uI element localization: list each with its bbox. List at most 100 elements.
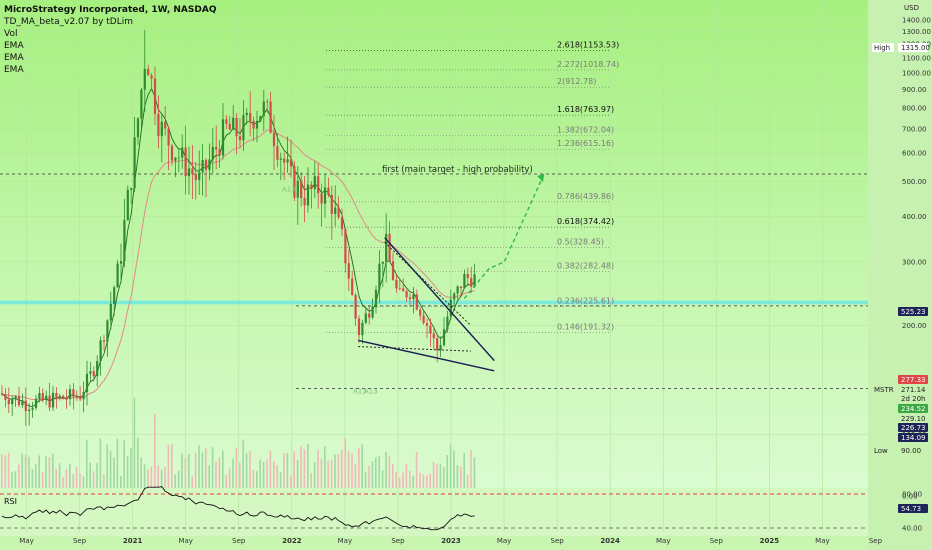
volume-bar xyxy=(126,456,129,488)
volume-bar xyxy=(24,454,27,488)
indicator-td-ma[interactable]: TD_MA_beta_v2.07 by tDLim xyxy=(4,17,134,27)
volume-bar xyxy=(69,463,71,488)
price-tag-box xyxy=(898,375,928,384)
rsi-pane xyxy=(0,486,868,531)
candle-body xyxy=(0,393,4,395)
candle-body xyxy=(198,172,201,181)
candle-body xyxy=(143,68,146,90)
price-tag-label: MSTR xyxy=(874,386,894,394)
volume-bar xyxy=(177,470,180,488)
candle-body xyxy=(381,261,384,264)
volume-bar xyxy=(402,472,404,488)
price-axis-tick: 0.00 xyxy=(902,493,918,501)
volume-bar xyxy=(422,474,425,488)
candle-body xyxy=(218,149,221,156)
candle-body xyxy=(313,176,316,189)
time-axis-tick: Sep xyxy=(551,537,565,545)
price-tag-box xyxy=(898,43,928,52)
fib-level-label: 0.382(282.48) xyxy=(557,261,614,270)
candle-body xyxy=(255,120,259,129)
volume-bar xyxy=(443,467,445,488)
volume-bar xyxy=(456,465,459,488)
candle-body xyxy=(446,316,449,330)
price-tag[interactable]: 134.09 xyxy=(898,433,928,442)
rsi-label[interactable]: RSI xyxy=(4,497,17,506)
price-tag[interactable]: 229.10 xyxy=(898,414,928,423)
volume-bar xyxy=(45,456,47,488)
indicator-ema-1[interactable]: EMA xyxy=(4,41,24,51)
volume-bar xyxy=(341,449,343,488)
price-tag[interactable]: 277.33 xyxy=(898,375,928,384)
candle-body xyxy=(51,392,55,408)
volume-bar xyxy=(198,445,200,488)
volume-bar xyxy=(137,437,139,488)
volume-bar xyxy=(99,438,102,488)
symbol-title[interactable]: MicroStrategy Incorporated, 1W, NASDAQ xyxy=(4,5,217,15)
volume-bar xyxy=(446,454,448,488)
price-tag[interactable]: 1315.00 High xyxy=(872,43,930,52)
candle-body xyxy=(432,333,435,339)
volume-bar xyxy=(92,471,95,488)
volume-bar xyxy=(228,468,231,488)
price-tag[interactable]: 525.23 xyxy=(898,307,928,316)
candle-body xyxy=(361,322,364,336)
price-tag[interactable]: 271.14 MSTR xyxy=(874,385,928,394)
candle-body xyxy=(89,371,92,374)
candle-body xyxy=(456,286,459,294)
price-tag[interactable]: 54.73 xyxy=(898,504,928,513)
price-tag[interactable]: 226.73 xyxy=(898,423,928,432)
volume-bar xyxy=(259,459,261,488)
price-tag[interactable]: 234.52 xyxy=(898,404,928,413)
candle-body xyxy=(211,146,214,160)
indicator-ema-2[interactable]: EMA xyxy=(4,53,24,63)
price-tag-box xyxy=(898,385,928,394)
volume-bar xyxy=(208,465,210,488)
price-tag[interactable]: 90.00 Low xyxy=(874,447,921,455)
candle-body xyxy=(459,286,463,289)
candle-body xyxy=(330,195,333,215)
volume-bar xyxy=(415,451,418,488)
price-axis-tick: 700.00 xyxy=(902,125,927,133)
volume-bar xyxy=(300,446,302,488)
volume-bar xyxy=(293,451,295,488)
fib-level-label: 2.272(1018.74) xyxy=(557,60,619,69)
a13-label: A13 xyxy=(364,387,378,395)
volume-bar xyxy=(347,451,350,488)
price-tag[interactable]: 2d 20h xyxy=(898,394,928,403)
price-tag-box xyxy=(898,307,928,316)
candle-body xyxy=(4,394,7,400)
candle-body xyxy=(371,307,374,318)
candle-body xyxy=(425,323,429,326)
volume-bar xyxy=(123,440,125,488)
candle-body xyxy=(140,89,143,119)
candle-body xyxy=(123,219,126,262)
volume-bar xyxy=(157,465,159,488)
volume-bar xyxy=(460,466,462,488)
volume-bar xyxy=(453,450,455,488)
indicator-ema-3[interactable]: EMA xyxy=(4,65,24,75)
indicator-vol[interactable]: Vol xyxy=(4,29,18,39)
volume-bar xyxy=(436,463,438,488)
volume-bar xyxy=(164,467,166,488)
currency-label: USD xyxy=(904,4,919,12)
candle-body xyxy=(62,395,65,399)
candle-body xyxy=(323,187,327,204)
volume-bar xyxy=(62,477,64,488)
volume-bar xyxy=(1,454,3,488)
candle-body xyxy=(368,313,371,318)
volume-bar xyxy=(398,477,401,488)
price-tag-value: 271.14 xyxy=(901,386,926,394)
volume-bar xyxy=(242,439,244,488)
candle-body xyxy=(11,399,14,405)
candle-body xyxy=(357,318,361,336)
candle-body xyxy=(449,299,452,317)
volume-bar xyxy=(388,455,391,488)
volume-bar xyxy=(466,474,469,488)
volume-bar xyxy=(14,471,17,488)
candle-body xyxy=(65,398,68,400)
price-axis-tick: 1300.00 xyxy=(902,28,931,36)
volume-bar xyxy=(184,457,187,488)
volume-bar xyxy=(7,452,10,488)
candle-body xyxy=(150,75,153,79)
